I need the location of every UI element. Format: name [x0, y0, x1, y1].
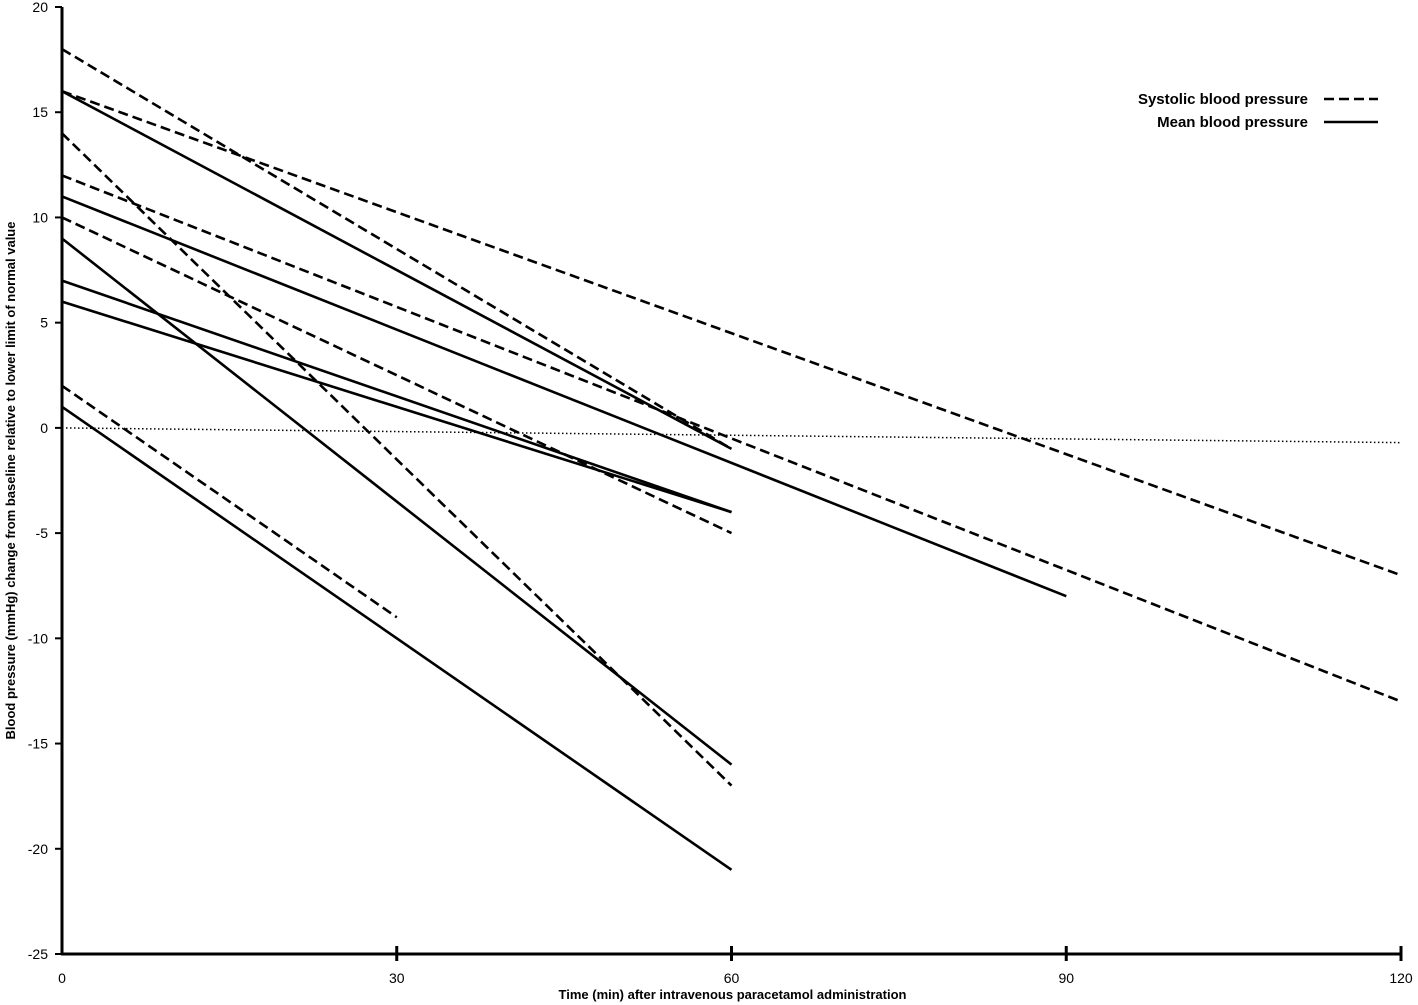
y-tick-label: -5 — [36, 525, 49, 541]
y-tick-label: 5 — [40, 315, 48, 331]
x-tick-label: 90 — [1058, 970, 1074, 986]
y-tick-label: 20 — [32, 0, 48, 15]
legend: Systolic blood pressure Mean blood press… — [1138, 91, 1378, 131]
y-tick-label: -10 — [28, 630, 48, 646]
systolic-series-line — [61, 174, 1402, 703]
mean-series-line — [61, 405, 733, 871]
systolic-series-line — [61, 216, 733, 535]
x-tick-label: 30 — [389, 970, 405, 986]
y-tick-label: 10 — [32, 209, 48, 225]
systolic-series-line — [61, 89, 1402, 577]
mean-series-line — [61, 195, 1067, 598]
systolic-series-line — [61, 47, 733, 451]
systolic-series-line — [61, 132, 733, 787]
legend-label-systolic: Systolic blood pressure — [1138, 91, 1308, 108]
series-layer — [61, 47, 1402, 871]
ticks-layer: 20 15 10 5 0 -5 -10 -15 -20 -25 0 30 60 90 120 — [28, 0, 1413, 986]
y-tick-label: -15 — [28, 736, 48, 752]
y-tick-label: 15 — [32, 104, 48, 120]
systolic-series-line — [61, 384, 398, 619]
y-axis-label: Blood pressure (mmHg) change from baseli… — [3, 222, 18, 740]
y-tick-label: -25 — [28, 946, 48, 962]
x-axis-label: Time (min) after intravenous paracetamol… — [559, 987, 907, 1002]
x-tick-label: 60 — [724, 970, 740, 986]
mean-series-line — [61, 90, 733, 451]
y-tick-label: 0 — [40, 420, 48, 436]
y-tick-label: -20 — [28, 841, 48, 857]
mean-series-line — [61, 237, 733, 766]
axes-layer — [60, 7, 1402, 956]
mean-series-line — [61, 300, 732, 514]
legend-label-mean: Mean blood pressure — [1157, 114, 1308, 131]
x-tick-label: 120 — [1389, 970, 1413, 986]
mean-series-line — [61, 279, 732, 514]
reference-line — [61, 427, 1402, 444]
x-tick-label: 0 — [58, 970, 66, 986]
